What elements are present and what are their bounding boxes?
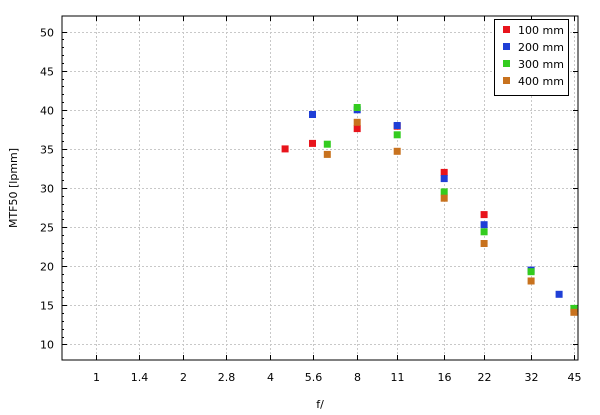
data-point-400-mm [323, 150, 331, 158]
data-point-200-mm [440, 175, 448, 183]
data-point-300-mm [353, 104, 361, 111]
data-point-100-mm [281, 145, 289, 153]
data-point-300-mm [480, 228, 488, 236]
legend-label: 100 mm [518, 24, 564, 37]
data-point-400-mm [570, 308, 578, 316]
data-point-200-mm [393, 122, 401, 129]
data-point-100-mm [480, 211, 488, 219]
data-point-200-mm [555, 290, 563, 298]
legend-swatch [503, 60, 510, 67]
data-point-300-mm [323, 140, 331, 148]
data-point-400-mm [527, 277, 535, 285]
data-point-200-mm [309, 111, 316, 118]
x-tick-label: 1 [93, 371, 100, 384]
y-tick-label: 35 [40, 144, 54, 157]
legend-label: 200 mm [518, 41, 564, 54]
y-axis-title: MTF50 [lpmm] [7, 148, 20, 228]
data-point-400-mm [353, 118, 361, 126]
x-tick-label: 2.8 [218, 371, 236, 384]
x-tick-label: 8 [354, 371, 361, 384]
data-point-200-mm [480, 221, 488, 229]
data-point-400-mm [480, 240, 488, 247]
y-tick-label: 40 [40, 105, 54, 118]
data-point-300-mm [393, 131, 401, 139]
data-point-100-mm [353, 125, 361, 133]
x-tick-label: 4 [267, 371, 274, 384]
x-tick-label: 16 [438, 371, 452, 384]
legend-swatch [503, 26, 510, 33]
data-point-100-mm [440, 168, 448, 176]
data-point-400-mm [440, 194, 448, 202]
x-tick-label: 1.4 [131, 371, 149, 384]
data-point-300-mm [440, 188, 448, 196]
y-tick-label: 20 [40, 261, 54, 274]
data-points [281, 104, 578, 316]
x-tick-label: 5.6 [305, 371, 323, 384]
y-tick-label: 50 [40, 27, 54, 40]
y-tick-label: 45 [40, 66, 54, 79]
legend-swatch [503, 77, 510, 84]
x-tick-label: 22 [478, 371, 492, 384]
data-point-100-mm [309, 139, 316, 147]
legend-label: 300 mm [518, 58, 564, 71]
x-tick-label: 2 [180, 371, 187, 384]
x-tick-label: 11 [391, 371, 405, 384]
x-tick-label: 45 [568, 371, 582, 384]
x-tick-label: 32 [525, 371, 539, 384]
legend: 100 mm 200 mm 300 mm 400 mm [494, 19, 569, 96]
data-point-300-mm [570, 304, 578, 312]
axis-ticks: 10 15 20 25 30 35 40 45 50 1 1.4 2 2.8 4 5.6 8 11 16 22 32 4… [40, 16, 582, 384]
y-tick-label: 30 [40, 183, 54, 196]
legend-label: 400 mm [518, 75, 564, 88]
y-tick-label: 10 [40, 339, 54, 352]
x-axis-title: f/ [316, 398, 324, 411]
y-tick-label: 25 [40, 222, 54, 235]
y-tick-label: 15 [40, 300, 54, 313]
data-point-400-mm [393, 147, 401, 155]
grid-lines [62, 16, 578, 360]
legend-swatch [503, 43, 510, 50]
data-point-300-mm [527, 268, 535, 276]
